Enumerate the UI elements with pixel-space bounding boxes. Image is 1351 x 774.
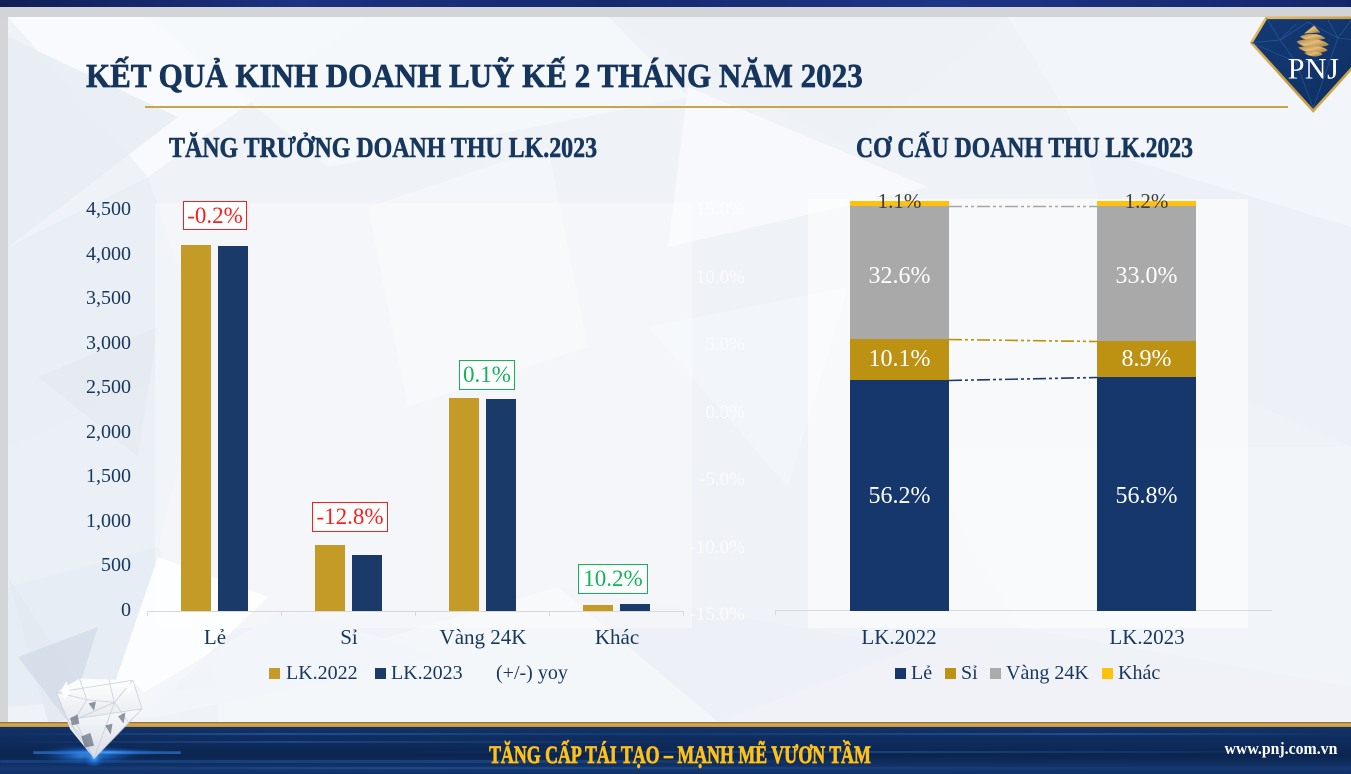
svg-text:PNJ: PNJ [1288,53,1340,86]
